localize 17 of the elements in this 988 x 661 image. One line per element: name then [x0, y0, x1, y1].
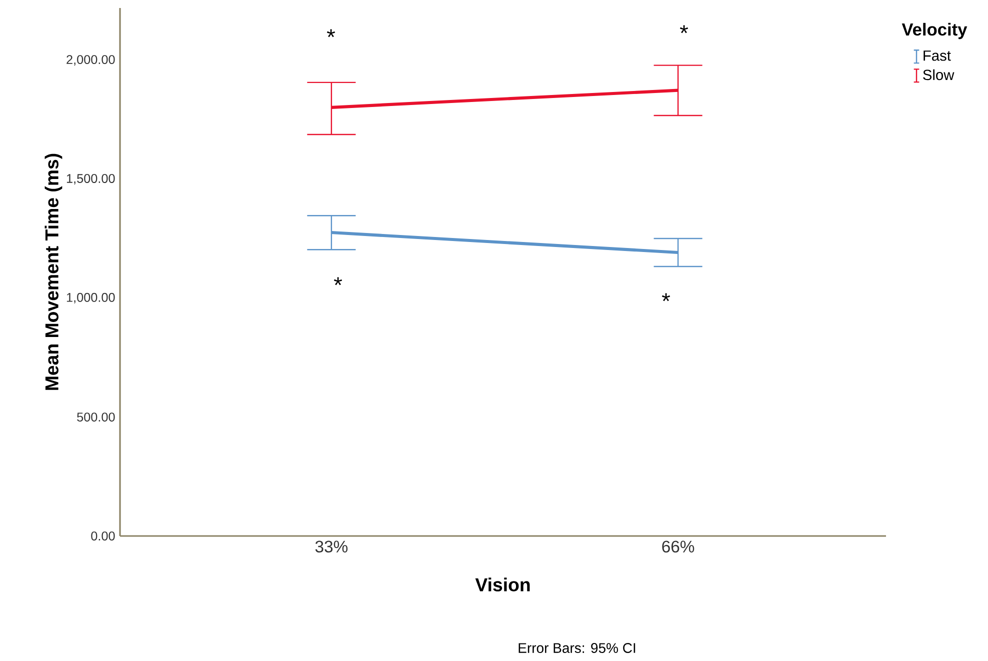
x-axis-title: Vision: [475, 578, 530, 592]
y-tick-label: 0.00: [91, 532, 115, 540]
y-tick-label: 500.00: [77, 412, 115, 422]
text: Error Bars: 95% CI: [518, 643, 636, 653]
annotation: *: [662, 293, 670, 302]
annotation: *: [326, 29, 336, 38]
y-tick-label: 1,000.00: [66, 292, 115, 304]
y-tick-label: 2,000.00: [66, 55, 115, 66]
x-tick-label: 66%: [662, 540, 694, 553]
x-tick-label: 33%: [315, 540, 348, 553]
legend-title: Velocity: [902, 22, 968, 40]
annotation: *: [680, 25, 688, 34]
annotation: *: [334, 277, 342, 286]
legend-label: Slow: [923, 69, 954, 80]
y-tick-label: 1,500.00: [66, 174, 115, 184]
y-axis-title: Mean Movement Time (ms): [44, 154, 62, 390]
legend-label: Fast: [924, 50, 951, 61]
